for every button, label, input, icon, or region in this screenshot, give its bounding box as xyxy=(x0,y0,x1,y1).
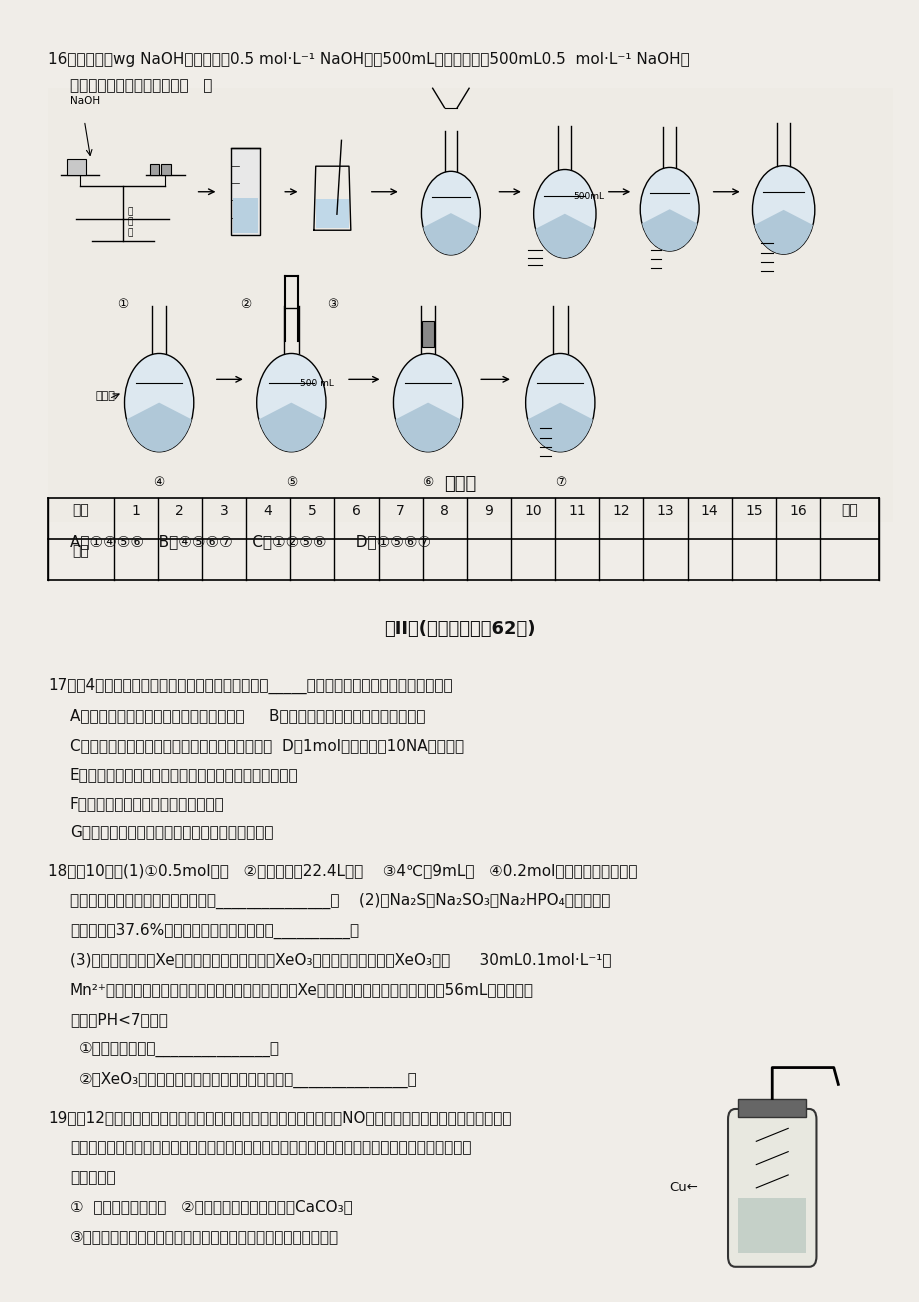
Text: Cu←: Cu← xyxy=(669,1181,698,1194)
Text: Mn²⁺的水溶液中，刚好完全反应，放出的唯一气体是Xe单质，其在标准状况下的体积为56mL。测得反应: Mn²⁺的水溶液中，刚好完全反应，放出的唯一气体是Xe单质，其在标准状况下的体积… xyxy=(70,982,533,997)
Bar xyxy=(161,164,171,176)
FancyBboxPatch shape xyxy=(727,1109,815,1267)
Bar xyxy=(233,198,258,233)
Text: ④: ④ xyxy=(153,477,165,490)
Text: ③向试管中倒入过量的稀硝酸，并迅速塞紧带铜丝和导管的橡皮塞: ③向试管中倒入过量的稀硝酸，并迅速塞紧带铜丝和导管的橡皮塞 xyxy=(70,1229,338,1245)
Text: A．制硝基苯时，应将温度计插入水浴中。     B．乙酸乙酯的水解必须使用温度计。: A．制硝基苯时，应将温度计插入水浴中。 B．乙酸乙酯的水解必须使用温度计。 xyxy=(70,708,425,723)
Text: 19．（12分）某课外活动小组为了证明并观察铜与稀硝酸反应产物是NO，设计如图所示的实验装置，请你根: 19．（12分）某课外活动小组为了证明并观察铜与稀硝酸反应产物是NO，设计如图所… xyxy=(48,1111,511,1125)
Text: 得分: 得分 xyxy=(841,504,857,517)
Bar xyxy=(737,1198,806,1253)
Text: 答案: 答案 xyxy=(73,544,89,559)
Bar xyxy=(232,148,260,236)
Text: (3)由稀有气体元素Xe（氙）形成的一种化合物XeO₃极不稳定。将适量的XeO₃投入      30mL0.1mol·L⁻¹含: (3)由稀有气体元素Xe（氙）形成的一种化合物XeO₃极不稳定。将适量的XeO₃… xyxy=(70,953,610,967)
Text: 液过程示意图中有错误的是（   ）: 液过程示意图中有错误的是（ ） xyxy=(70,78,212,92)
Wedge shape xyxy=(528,402,592,452)
Text: 16．若称取的wg NaOH刚好可配制0.5 mol·L⁻¹ NaOH溶液500mL。在下列配制500mL0.5  mol·L⁻¹ NaOH溶: 16．若称取的wg NaOH刚好可配制0.5 mol·L⁻¹ NaOH溶液500… xyxy=(48,52,689,66)
Text: 10: 10 xyxy=(524,504,541,517)
Text: 后溶液PH<7．则：: 后溶液PH<7．则： xyxy=(70,1012,167,1027)
Text: ①  检验装置的气密性   ②向试管中加入一定量固体CaCO₃；: ① 检验装置的气密性 ②向试管中加入一定量固体CaCO₃； xyxy=(70,1199,352,1215)
Text: ⑦: ⑦ xyxy=(554,477,565,490)
Text: E．制取氢气的简易装置中的长颈漏斗必须插入液面下。: E．制取氢气的简易装置中的长颈漏斗必须插入液面下。 xyxy=(70,767,298,783)
Text: ⑤: ⑤ xyxy=(286,477,297,490)
Text: 据他们的思路，选择下列药品完成实验，并叙述实验步骤。药品：稀硝酸、稀盐酸、锌粒、石灰石。: 据他们的思路，选择下列药品完成实验，并叙述实验步骤。药品：稀硝酸、稀盐酸、锌粒、… xyxy=(70,1141,471,1155)
Text: 1: 1 xyxy=(131,504,140,517)
Text: 9: 9 xyxy=(484,504,493,517)
Text: 第II卷(非选择题，共62分): 第II卷(非选择题，共62分) xyxy=(384,620,535,638)
Text: 2: 2 xyxy=(176,504,184,517)
Text: 经测定含氧37.6%，则此混合物中钠的含量为__________。: 经测定含氧37.6%，则此混合物中钠的含量为__________。 xyxy=(70,923,358,939)
Circle shape xyxy=(640,168,698,251)
Bar xyxy=(421,322,434,348)
Text: ①: ① xyxy=(117,298,128,311)
Text: 题号: 题号 xyxy=(73,504,89,517)
Circle shape xyxy=(752,165,814,254)
Text: 8: 8 xyxy=(440,504,448,517)
Text: ②: ② xyxy=(240,298,251,311)
Wedge shape xyxy=(127,402,191,452)
Circle shape xyxy=(525,353,595,452)
Circle shape xyxy=(256,353,325,452)
Bar xyxy=(67,159,86,176)
Circle shape xyxy=(533,169,596,258)
Text: 500mL: 500mL xyxy=(573,191,604,201)
Text: ①有关反应现象：_______________。: ①有关反应现象：_______________。 xyxy=(79,1042,279,1057)
Text: 16: 16 xyxy=(789,504,806,517)
Text: ⑥: ⑥ xyxy=(422,477,433,490)
Text: 17．（4分）中学阶段下列实验操作或叙述正确的是_____（填写代号，错选或多选不得分）。: 17．（4分）中学阶段下列实验操作或叙述正确的是_____（填写代号，错选或多选… xyxy=(48,678,452,694)
Text: ③: ③ xyxy=(326,298,337,311)
Text: 蒸馏水: 蒸馏水 xyxy=(96,391,115,401)
Text: F．用渗析法分离油脂皂化反应的产物: F．用渗析法分离油脂皂化反应的产物 xyxy=(70,796,224,811)
Text: 6: 6 xyxy=(352,504,360,517)
Text: 11: 11 xyxy=(568,504,585,517)
Circle shape xyxy=(421,172,480,255)
Bar xyxy=(150,164,159,176)
Text: 15: 15 xyxy=(744,504,762,517)
Bar xyxy=(737,1099,806,1117)
Text: 7: 7 xyxy=(396,504,404,517)
Text: 12: 12 xyxy=(612,504,630,517)
Text: ②若XeO₃是分子晶体，写出反应的离子方程式：_______________。: ②若XeO₃是分子晶体，写出反应的离子方程式：_______________。 xyxy=(79,1072,417,1087)
Bar xyxy=(315,199,348,228)
Text: 原子的个数由大至小的顺序正确的是_______________。    (2)有Na₂S，Na₂SO₃和Na₂HPO₄的混合物，: 原子的个数由大至小的顺序正确的是_______________。 (2)有Na₂… xyxy=(70,893,609,909)
Text: 14: 14 xyxy=(700,504,718,517)
Wedge shape xyxy=(423,214,478,255)
Text: NaOH: NaOH xyxy=(70,96,100,105)
Text: G．量筒、容量瓶、滴定管的外壁上注明了温度。: G．量筒、容量瓶、滴定管的外壁上注明了温度。 xyxy=(70,824,273,840)
Text: 4: 4 xyxy=(264,504,272,517)
Text: 蒸
馏
水: 蒸 馏 水 xyxy=(127,207,132,237)
Text: 13: 13 xyxy=(656,504,674,517)
Text: A．①④⑤⑥   B．④⑤⑥⑦    C．①②⑤⑥      D．①⑤⑥⑦: A．①④⑤⑥ B．④⑤⑥⑦ C．①②⑤⑥ D．①⑤⑥⑦ xyxy=(70,535,430,549)
Text: 实验步骤：: 实验步骤： xyxy=(70,1169,115,1185)
Text: 500 mL: 500 mL xyxy=(301,379,334,388)
Text: 18．（10分）(1)①0.5mol氨气   ②标准状况下22.4L氨气    ③4℃时9mL水   ④0.2mol磷酸，各物质中所含: 18．（10分）(1)①0.5mol氨气 ②标准状况下22.4L氨气 ③4℃时9… xyxy=(48,863,637,878)
Text: 3: 3 xyxy=(220,504,228,517)
Text: 答题卡: 答题卡 xyxy=(443,475,476,493)
Circle shape xyxy=(393,353,462,452)
Bar xyxy=(48,89,892,522)
Wedge shape xyxy=(395,402,460,452)
Wedge shape xyxy=(535,214,594,258)
Text: 5: 5 xyxy=(308,504,316,517)
Wedge shape xyxy=(754,210,812,254)
Wedge shape xyxy=(258,402,323,452)
Circle shape xyxy=(124,353,194,452)
Wedge shape xyxy=(641,210,697,251)
Text: C．碱金属的密度依次增大，熔、沸点依次减小。  D．1mol羟基中含有10NA个电子。: C．碱金属的密度依次增大，熔、沸点依次减小。 D．1mol羟基中含有10NA个电… xyxy=(70,738,463,753)
